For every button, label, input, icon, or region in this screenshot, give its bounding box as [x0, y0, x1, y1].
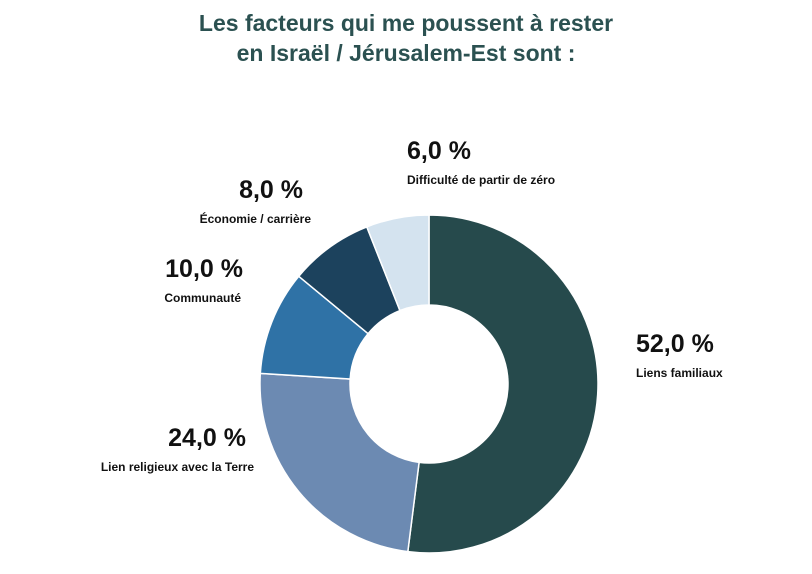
slice-value-label: 6,0 %	[407, 137, 471, 165]
slice-label-communaute: 10,0 % Communauté	[164, 255, 243, 305]
chart-title-line-2: en Israël / Jérusalem-Est sont :	[236, 40, 576, 66]
donut-slice-1	[406, 214, 599, 554]
slice-value-label: 10,0 %	[165, 255, 243, 283]
slice-value-label: 24,0 %	[168, 424, 246, 452]
slice-labels: 52,0 % Liens familiaux 24,0 % Lien relig…	[101, 137, 723, 474]
slice-label-difficulte: 6,0 % Difficulté de partir de zéro	[407, 137, 555, 187]
slice-category-label: Économie / carrière	[200, 211, 312, 226]
slice-value-label: 8,0 %	[239, 176, 303, 204]
donut-slice-2	[259, 372, 420, 553]
slice-label-lien-religieux: 24,0 % Lien religieux avec la Terre	[101, 424, 255, 474]
donut-slice-5	[365, 214, 430, 312]
donut-slices	[259, 214, 599, 554]
slice-category-label: Liens familiaux	[636, 366, 723, 380]
slice-category-label: Lien religieux avec la Terre	[101, 460, 255, 474]
slice-label-liens-familiaux: 52,0 % Liens familiaux	[636, 330, 723, 380]
chart-title: Les facteurs qui me poussent à rester en…	[0, 8, 812, 68]
slice-category-label: Difficulté de partir de zéro	[407, 173, 555, 187]
slice-label-economie: 8,0 % Économie / carrière	[200, 176, 312, 226]
slice-value-label: 52,0 %	[636, 330, 714, 358]
slice-category-label: Communauté	[164, 291, 241, 305]
chart-title-line-1: Les facteurs qui me poussent à rester	[198, 10, 614, 36]
